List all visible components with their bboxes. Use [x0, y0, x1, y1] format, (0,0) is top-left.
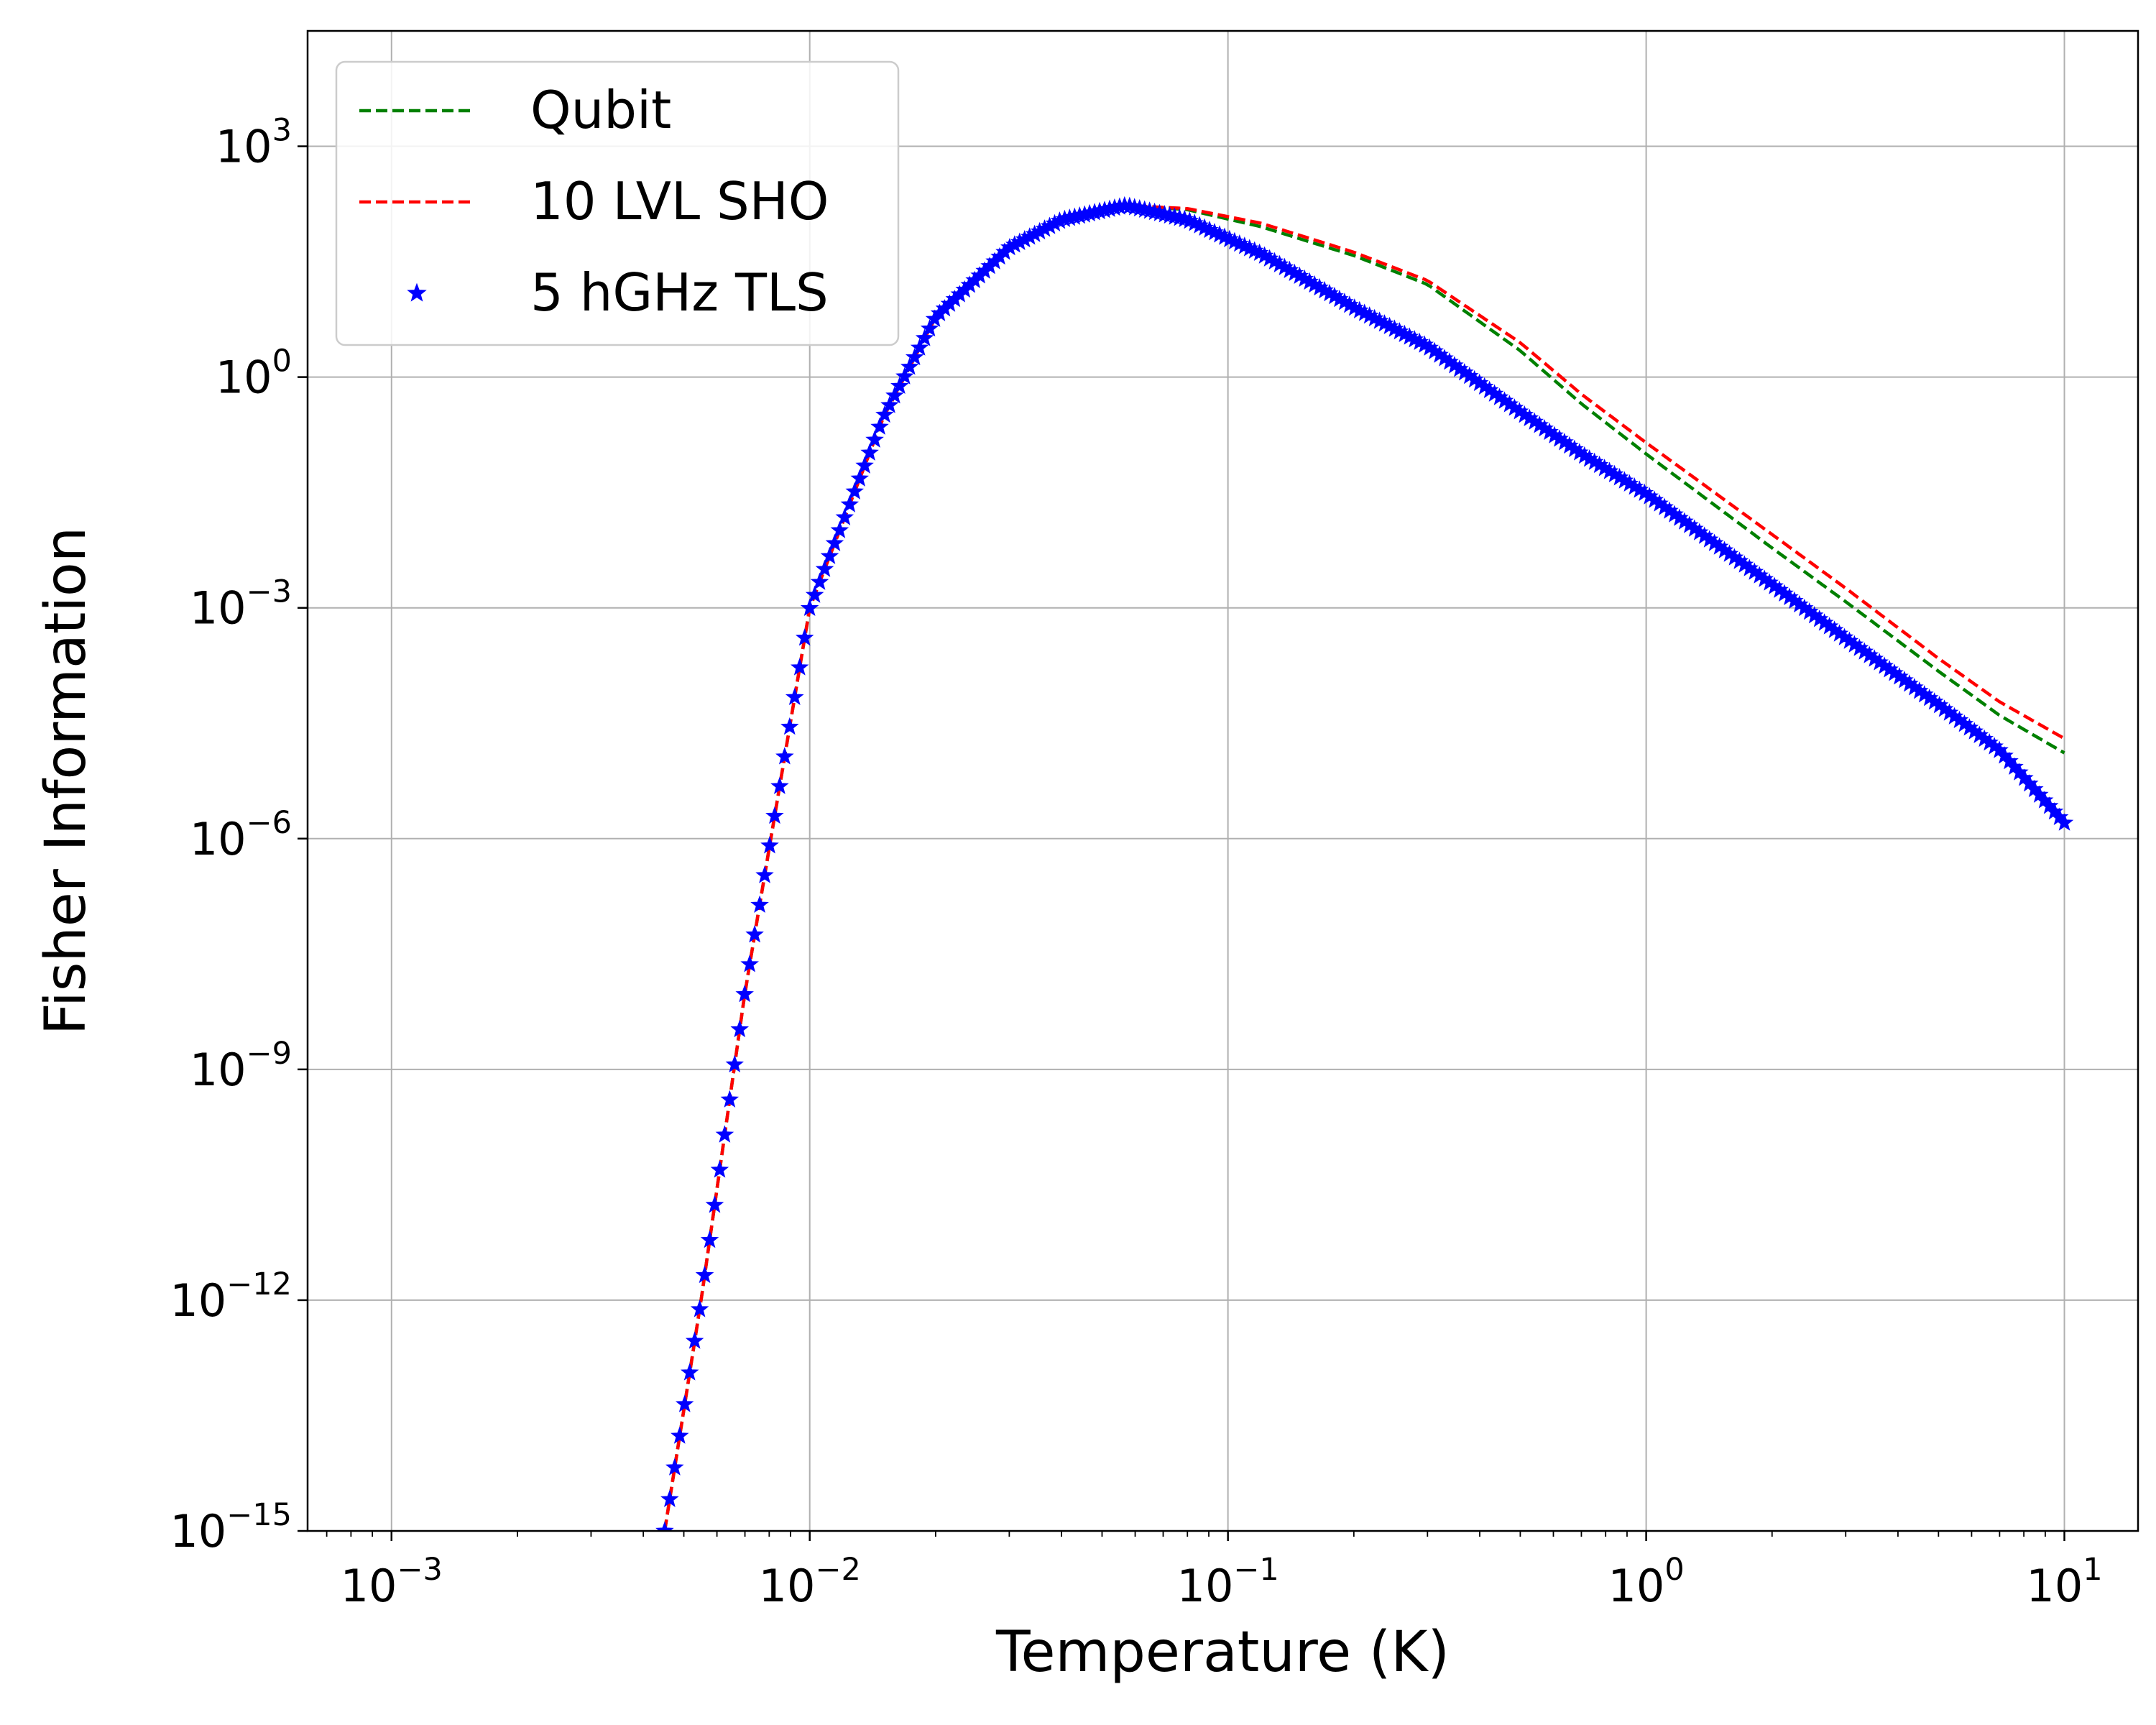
- star-marker: [905, 347, 924, 366]
- star-marker: [920, 318, 939, 337]
- star-marker: [770, 776, 789, 794]
- legend-box: [335, 60, 900, 346]
- legend: Qubit 10 LVL SHO 5 hGHz TLS: [335, 60, 900, 346]
- star-marker: [825, 533, 844, 551]
- y-tick-label: 103: [216, 113, 292, 173]
- star-marker: [855, 456, 874, 474]
- star-marker: [815, 559, 834, 577]
- star-marker: [750, 895, 769, 914]
- y-tick-label: 10−3: [190, 574, 292, 635]
- star-marker: [865, 430, 884, 448]
- star-marker: [880, 395, 899, 413]
- star-marker: [820, 546, 839, 564]
- x-axis-label: Temperature (K): [995, 1620, 1450, 1685]
- x-tick-label: 101: [2026, 1552, 2102, 1612]
- star-marker: [795, 628, 814, 646]
- y-tick-label: 10−9: [190, 1036, 292, 1096]
- star-marker: [715, 1125, 734, 1143]
- star-marker: [760, 836, 779, 854]
- star-marker: [900, 357, 919, 375]
- star-marker: [675, 1394, 694, 1412]
- y-tick-label: 100: [216, 344, 292, 404]
- series-line-qubit: [663, 203, 2065, 1531]
- plot-frame: [306, 29, 2139, 1532]
- star-marker: [745, 924, 764, 943]
- series-markers-5-hghz-tls: [655, 196, 2074, 1531]
- star-marker: [910, 338, 929, 356]
- x-tick-label: 10−3: [341, 1552, 443, 1612]
- star-marker: [895, 367, 914, 385]
- star-marker: [860, 443, 879, 461]
- series-layer: [655, 196, 2074, 1531]
- star-marker: [870, 417, 889, 435]
- star-marker: [835, 507, 854, 525]
- y-axis-label: Fisher Information: [34, 527, 98, 1035]
- star-marker: [765, 806, 784, 824]
- star-marker: [690, 1300, 709, 1317]
- star-marker: [805, 585, 824, 603]
- star-marker: [790, 658, 809, 676]
- star-marker: [680, 1363, 699, 1381]
- star-marker: [671, 1426, 689, 1444]
- star-marker: [775, 747, 794, 765]
- x-tick-label: 10−2: [759, 1552, 861, 1612]
- star-marker: [685, 1331, 704, 1349]
- star-marker: [915, 328, 934, 346]
- star-marker: [735, 984, 754, 1003]
- star-marker: [785, 687, 804, 705]
- x-tick-label: 100: [1608, 1552, 1684, 1612]
- star-marker: [2055, 813, 2074, 831]
- star-marker: [850, 469, 869, 487]
- star-marker: [705, 1195, 724, 1213]
- star-marker: [720, 1090, 740, 1108]
- series-line-10-lvl-sho: [663, 203, 2065, 1531]
- star-marker: [840, 494, 860, 512]
- star-marker: [890, 376, 909, 395]
- star-marker: [660, 1489, 679, 1507]
- star-marker: [740, 954, 759, 972]
- legend-label-10-lvl-sho: 10 LVL SHO: [530, 171, 829, 231]
- x-tick-label: 10−1: [1177, 1552, 1279, 1612]
- star-marker: [845, 482, 864, 500]
- axis-ticks: 10−3 10−2 10−1 100 101 10−15 10−12 10−9 10−6 10−3…: [170, 113, 2102, 1612]
- star-marker: [695, 1265, 714, 1284]
- star-marker: [755, 865, 774, 883]
- y-tick-label: 10−12: [170, 1266, 292, 1327]
- star-marker: [665, 1458, 684, 1476]
- legend-label-qubit: Qubit: [530, 80, 671, 140]
- star-marker: [800, 598, 819, 617]
- legend-swatch-5-hghz-tls: [407, 282, 427, 302]
- star-marker: [655, 1521, 674, 1531]
- y-tick-label: 10−15: [170, 1497, 292, 1558]
- star-marker: [810, 572, 829, 590]
- star-marker: [700, 1230, 719, 1248]
- star-marker: [780, 717, 799, 735]
- legend-label-5-hghz-tls: 5 hGHz TLS: [530, 262, 829, 323]
- y-tick-label: 10−6: [190, 805, 292, 865]
- star-marker: [725, 1054, 745, 1073]
- star-marker: [885, 386, 904, 404]
- star-marker: [875, 405, 894, 423]
- star-marker: [710, 1160, 729, 1178]
- star-marker: [730, 1019, 750, 1038]
- star-marker: [830, 520, 849, 538]
